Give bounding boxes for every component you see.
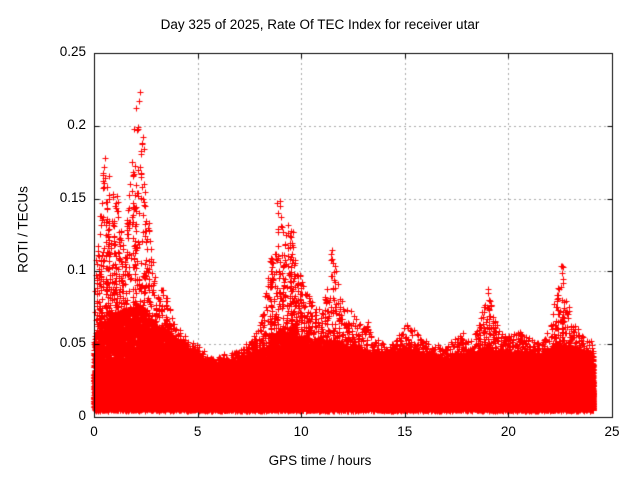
y-axis-label: ROTI / TECUs xyxy=(15,186,31,273)
x-tick-label: 20 xyxy=(500,424,516,439)
y-tick-label: 0.25 xyxy=(59,44,86,59)
y-tick-label: 0.2 xyxy=(67,116,86,132)
x-tick-label: 0 xyxy=(90,424,98,439)
x-tick-label: 5 xyxy=(193,424,202,439)
x-tick-label: 25 xyxy=(604,424,620,439)
y-tick-label: 0.1 xyxy=(67,262,86,278)
y-tick-label: 0.05 xyxy=(59,335,86,351)
y-tick-label: 0.15 xyxy=(59,189,86,205)
x-tick-label: 10 xyxy=(293,424,309,439)
x-tick-label: 15 xyxy=(397,424,413,439)
x-axis-label: GPS time / hours xyxy=(268,453,372,468)
y-tick-label: 0 xyxy=(78,408,86,423)
